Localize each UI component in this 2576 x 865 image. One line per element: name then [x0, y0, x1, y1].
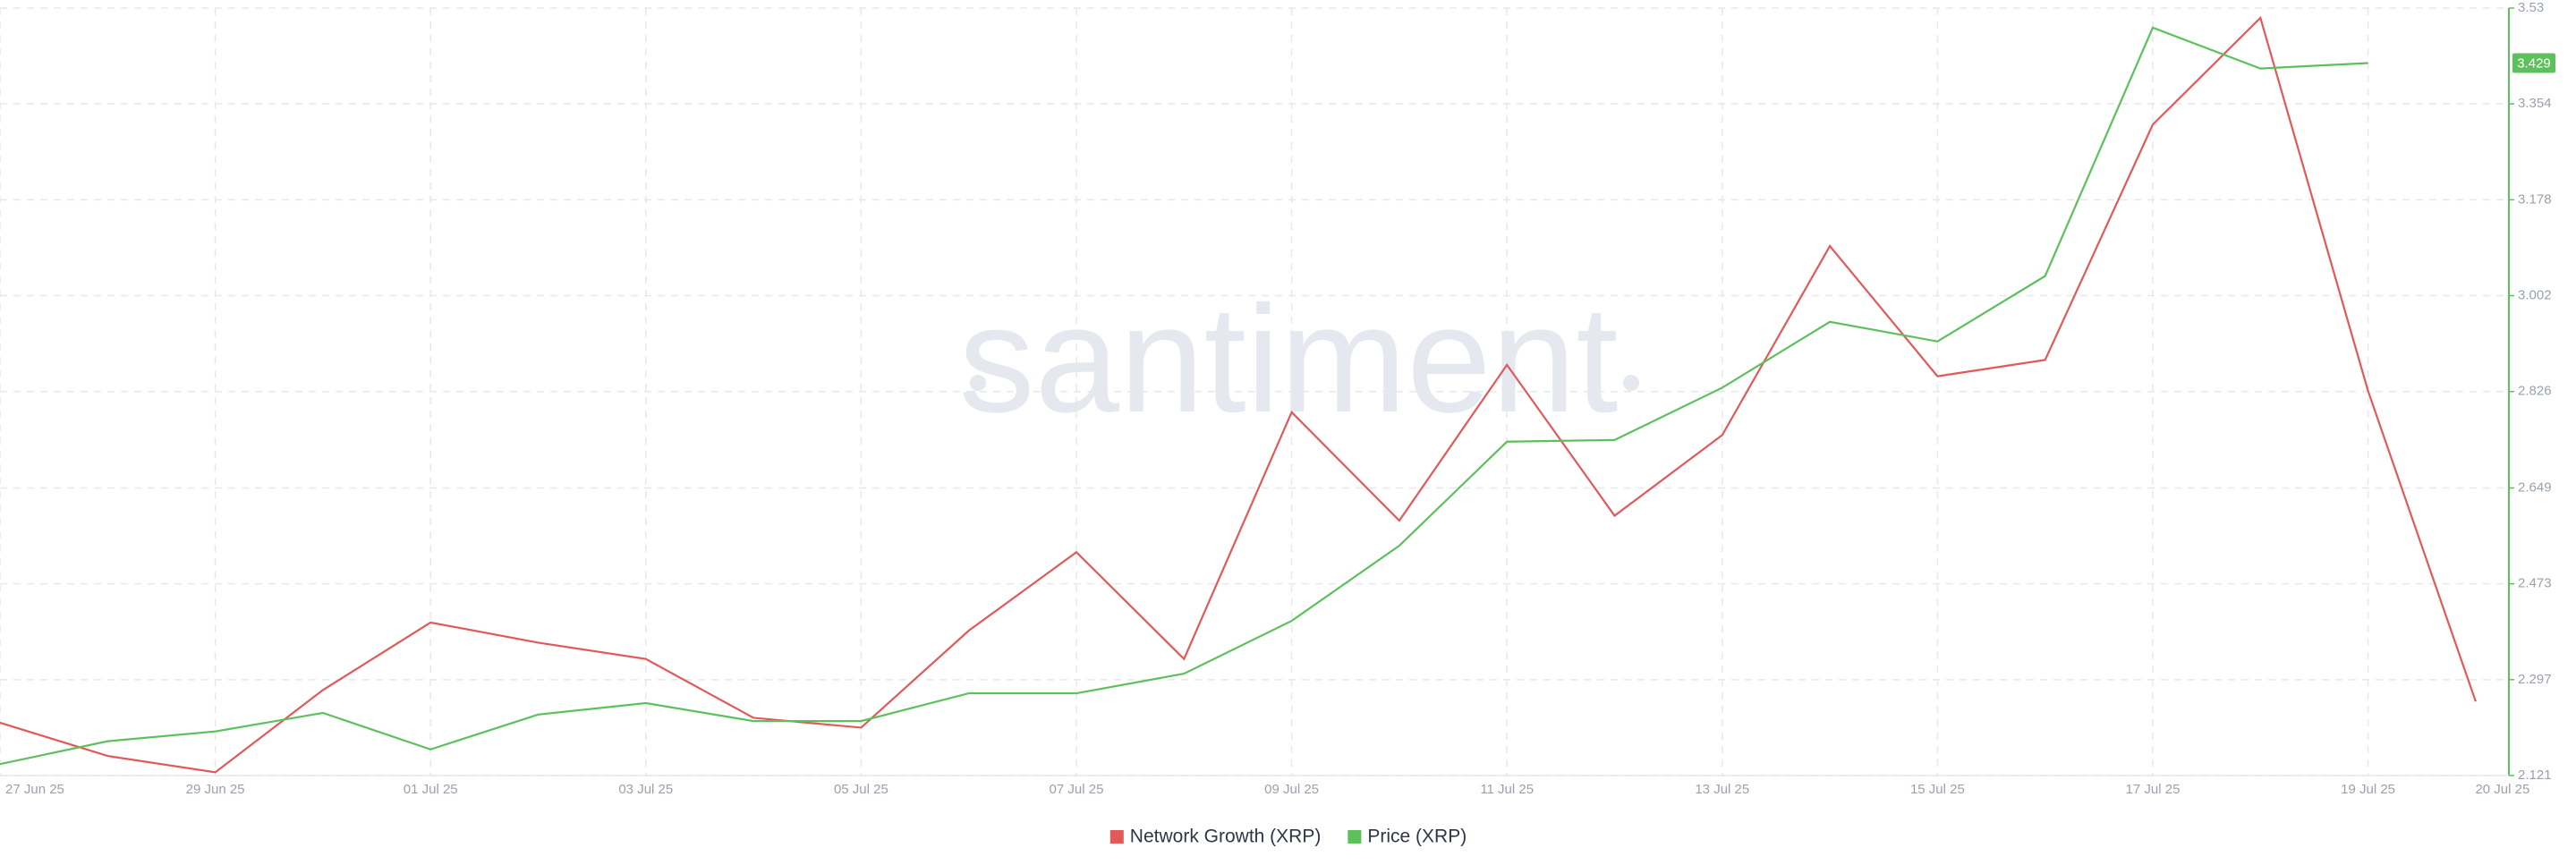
- y2-tick-label: 2.826: [2518, 384, 2552, 399]
- x-tick-label: 07 Jul 25: [1050, 782, 1104, 797]
- x-tick-label: 13 Jul 25: [1695, 782, 1749, 797]
- y2-tick-label: 2.649: [2518, 479, 2552, 495]
- x-tick-label: 05 Jul 25: [834, 782, 888, 797]
- watermark-dot: [1623, 375, 1639, 391]
- y2-tick-label: 3.002: [2518, 287, 2552, 302]
- y2-tick-label: 3.53: [2518, 0, 2544, 15]
- legend-label: Price (XRP): [1367, 827, 1467, 847]
- legend-swatch: [1109, 830, 1124, 844]
- y2-tick-label: 2.121: [2518, 767, 2552, 783]
- x-tick-label: 11 Jul 25: [1480, 782, 1534, 797]
- x-tick-label: 15 Jul 25: [1910, 782, 1965, 797]
- x-tick-label: 29 Jun 25: [186, 782, 245, 797]
- legend-label: Network Growth (XRP): [1130, 827, 1322, 847]
- x-tick-label: 09 Jul 25: [1264, 782, 1319, 797]
- value-label: 3.429: [2517, 55, 2551, 71]
- watermark-dot: [970, 375, 986, 391]
- x-tick-label: 01 Jul 25: [404, 782, 458, 797]
- x-tick-label: 19 Jul 25: [2341, 782, 2395, 797]
- legend-item: Price (XRP): [1348, 827, 1467, 847]
- y2-tick-label: 2.473: [2518, 576, 2552, 591]
- y2-tick-label: 2.297: [2518, 672, 2552, 687]
- x-tick-label: 03 Jul 25: [618, 782, 673, 797]
- legend-item: Network Growth (XRP): [1109, 827, 1322, 847]
- series-line: [0, 26, 2368, 766]
- value-label-box: [2512, 53, 2555, 73]
- watermark: santiment: [958, 275, 1618, 445]
- y2-tick-label: 3.178: [2518, 191, 2552, 207]
- x-tick-label: 17 Jul 25: [2126, 782, 2181, 797]
- x-tick-label: 27 Jun 25: [5, 782, 64, 797]
- y2-tick-label: 3.354: [2518, 96, 2552, 111]
- series-line: [0, 15, 2477, 774]
- legend-swatch: [1348, 830, 1362, 844]
- x-tick-label: 20 Jul 25: [2475, 782, 2529, 797]
